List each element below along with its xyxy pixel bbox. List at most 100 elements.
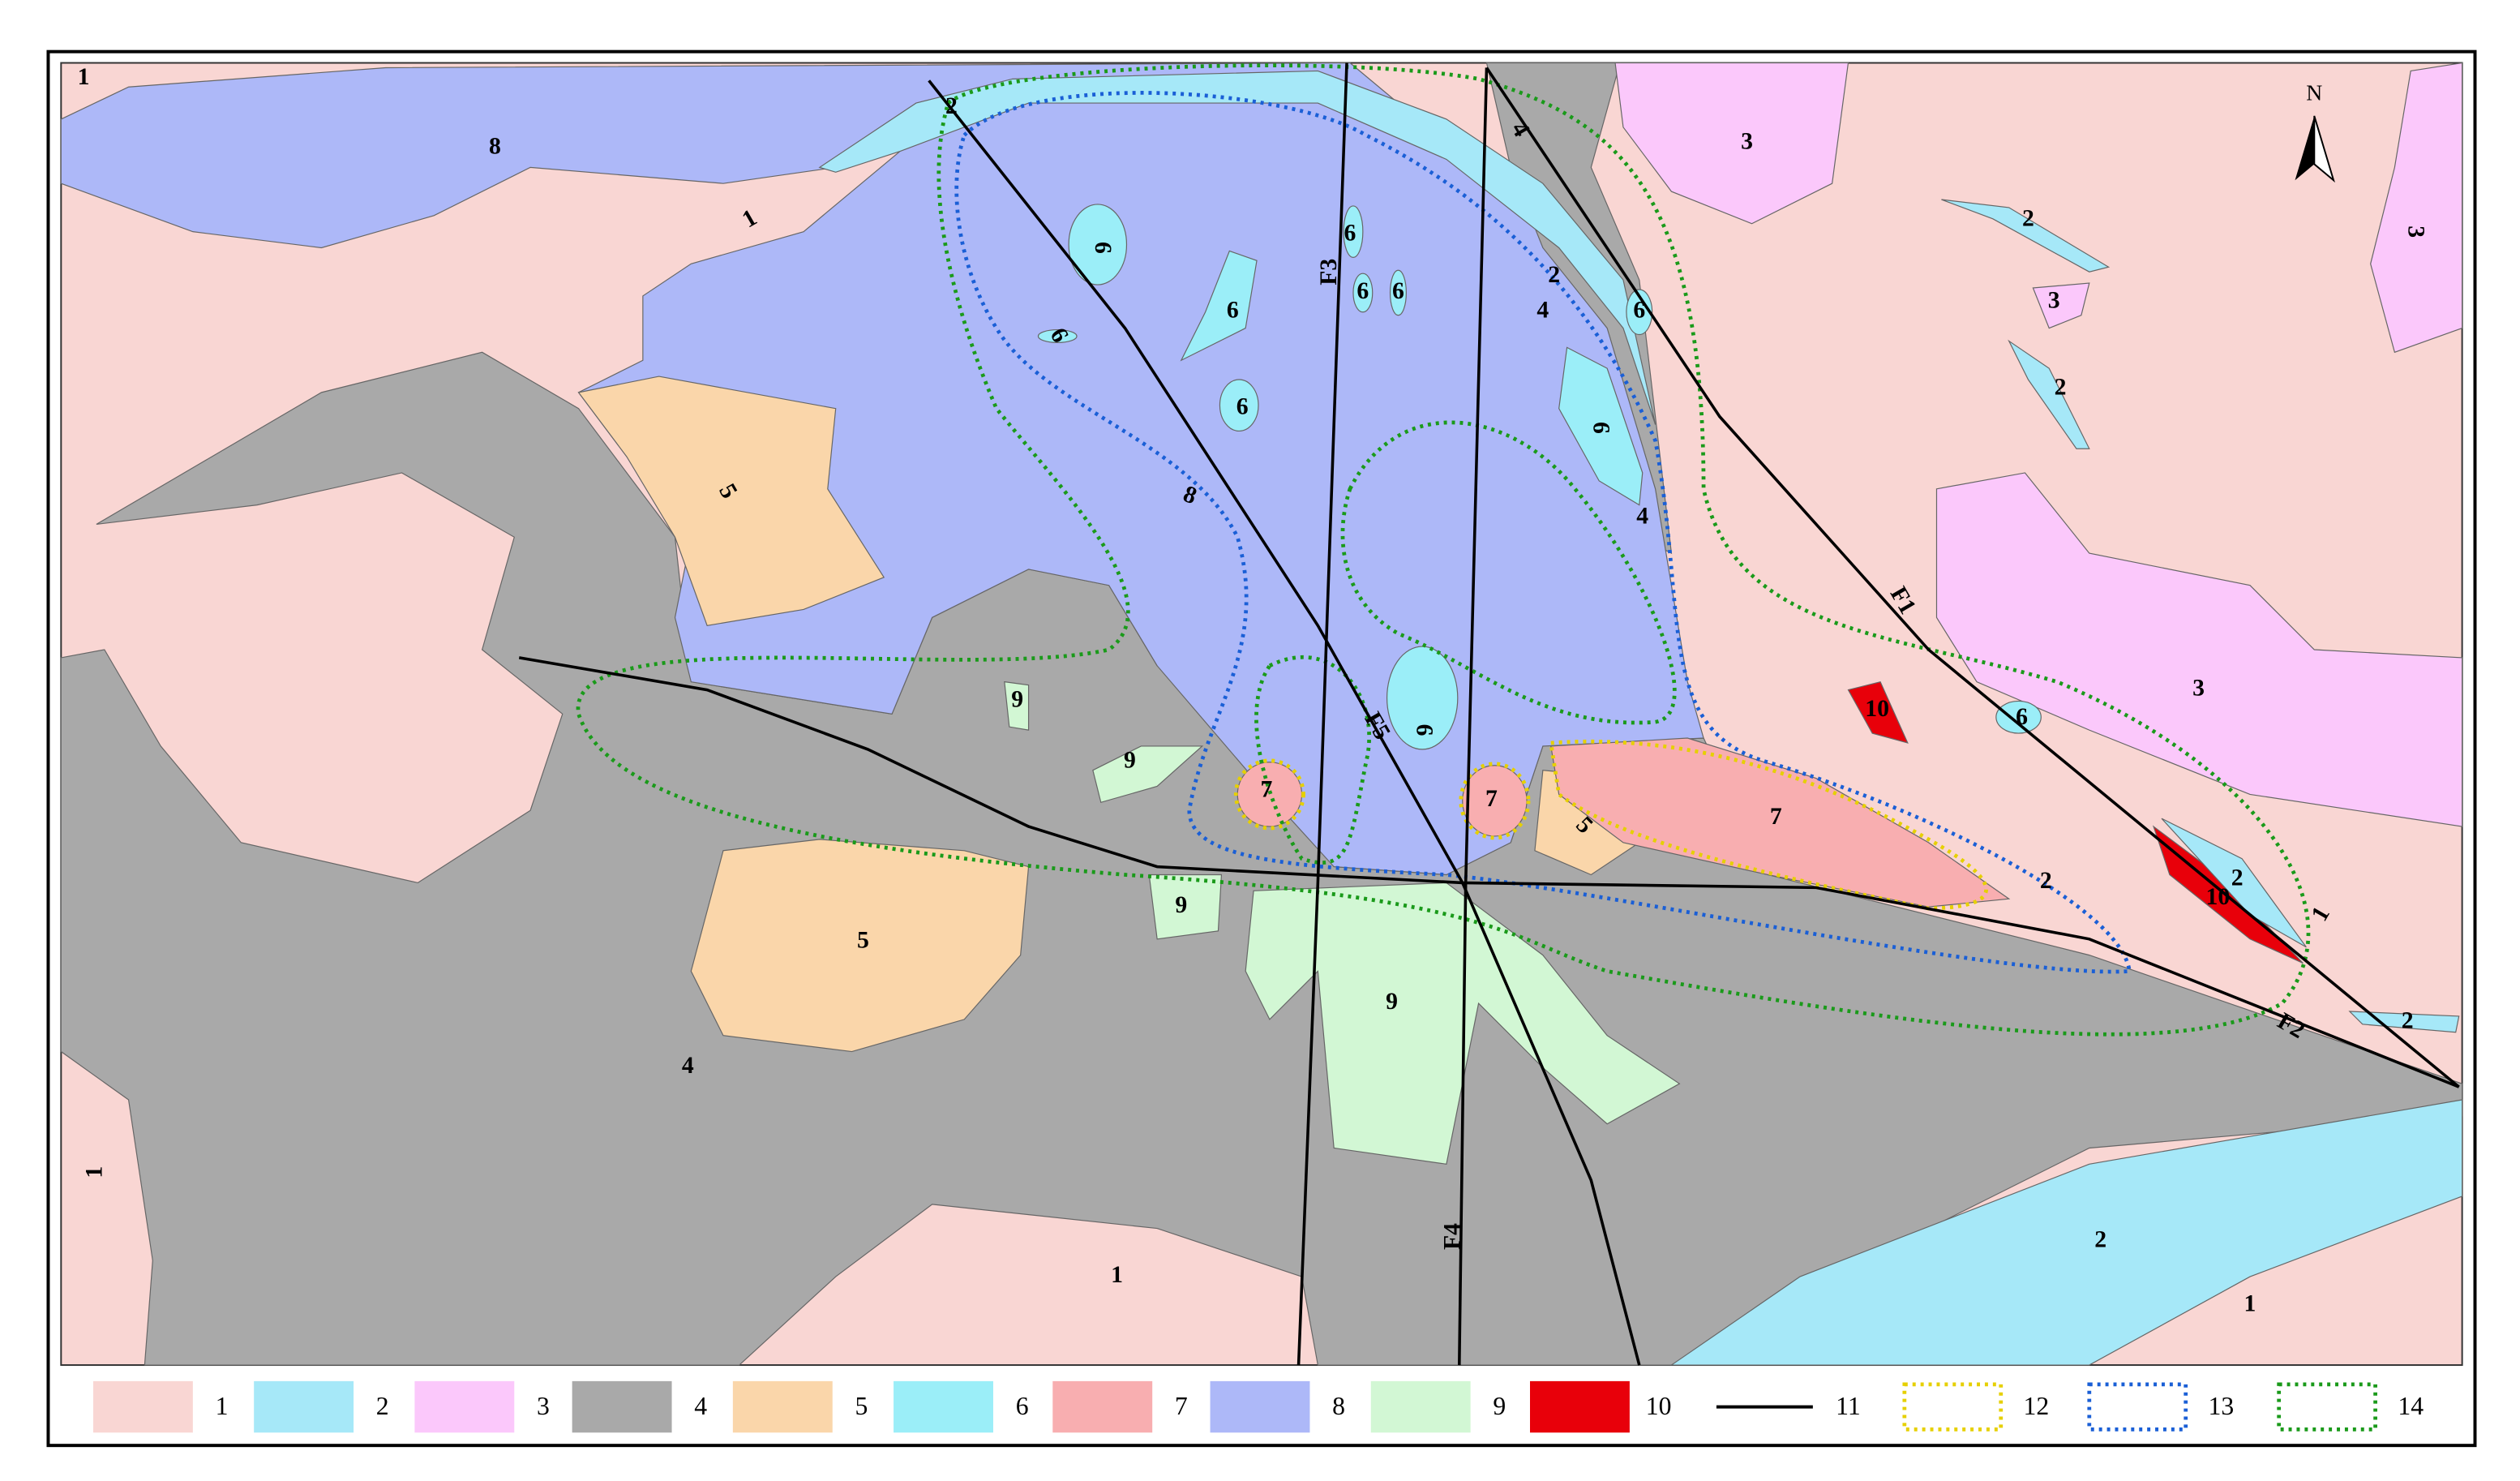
legend-swatch xyxy=(894,1380,993,1433)
unit-label: 2 xyxy=(2231,865,2244,891)
unit-label: 4 xyxy=(682,1053,694,1079)
legend-label: 5 xyxy=(855,1392,868,1420)
unit-label: 6 xyxy=(2016,704,2028,730)
unit-label: 3 xyxy=(2192,675,2205,701)
unit-label: 8 xyxy=(489,133,501,159)
unit-9 xyxy=(1092,745,1204,804)
unit-label: 1 xyxy=(2244,1291,2256,1317)
unit-6 xyxy=(1352,273,1374,313)
legend-label: 9 xyxy=(1493,1392,1506,1420)
legend-label: 14 xyxy=(2398,1392,2424,1420)
unit-6 xyxy=(1219,379,1259,432)
fault-line xyxy=(1485,67,2460,1088)
faults xyxy=(518,62,2460,1366)
unit-3 xyxy=(1614,62,1849,225)
unit-6 xyxy=(1626,289,1653,336)
unit-3 xyxy=(1935,472,2463,827)
fault-line xyxy=(1458,67,1489,1366)
legend-swatch xyxy=(572,1380,672,1433)
fault-label: F3 xyxy=(1316,259,1342,285)
legend-label: 13 xyxy=(2208,1392,2234,1420)
unit-6 xyxy=(1558,346,1644,506)
unit-label: 2 xyxy=(1548,262,1560,288)
unit-label: 4 xyxy=(1536,298,1549,324)
unit-label: 9 xyxy=(1011,686,1023,712)
unit-5 xyxy=(577,376,885,626)
dotted-boundary-12 xyxy=(1233,758,1305,831)
unit-2 xyxy=(1941,199,2111,273)
legend-swatch xyxy=(2277,1382,2377,1432)
unit-2 xyxy=(2161,818,2307,948)
unit-6-group xyxy=(1037,204,2042,750)
unit-label: 9 xyxy=(1175,892,1187,918)
legend-label: 7 xyxy=(1175,1392,1188,1420)
unit-label: 10 xyxy=(2205,884,2230,910)
unit-label: 6 xyxy=(1633,298,1645,324)
unit-6 xyxy=(1180,250,1258,362)
unit-6 xyxy=(1068,204,1128,285)
legend-swatch xyxy=(1052,1380,1153,1433)
unit-label: 6 xyxy=(1090,242,1116,254)
legend-swatch xyxy=(254,1380,354,1433)
unit-label: 2 xyxy=(2055,375,2067,401)
legend-swatch xyxy=(92,1380,193,1433)
legend-swatch xyxy=(1210,1380,1310,1433)
legend-swatch xyxy=(1530,1380,1630,1433)
unit-label: 7 xyxy=(1485,786,1498,812)
unit-label: 5 xyxy=(857,928,869,954)
unit-7 xyxy=(1550,737,2011,908)
legend-swatch xyxy=(732,1380,833,1433)
unit-5 xyxy=(690,839,1030,1053)
fault-line xyxy=(928,79,1641,1366)
unit-label: 9 xyxy=(1124,748,1136,774)
unit-label: 1 xyxy=(78,64,90,90)
dotted-boundary-12 xyxy=(1459,762,1531,840)
unit-label: 3 xyxy=(2048,288,2060,314)
unit-2 xyxy=(2008,339,2090,449)
unit-6 xyxy=(1343,205,1364,258)
legend-label: 11 xyxy=(1836,1392,1861,1420)
unit-label: 2 xyxy=(2040,868,2052,894)
legend-label: 8 xyxy=(1332,1392,1345,1420)
unit-label: 6 xyxy=(1588,422,1614,434)
legend-swatch xyxy=(2087,1382,2188,1432)
unit-label: 1 xyxy=(82,1166,108,1178)
unit-label: 2 xyxy=(2402,1008,2414,1034)
unit-6 xyxy=(1386,646,1459,750)
unit-label: 6 xyxy=(1392,278,1404,304)
unit-label: 3 xyxy=(1741,128,1753,154)
unit-label: 1 xyxy=(1111,1262,1123,1288)
legend-label: 1 xyxy=(216,1392,229,1420)
unit-6 xyxy=(1995,700,2042,734)
legend-swatch xyxy=(414,1380,515,1433)
legend: 1 2 3 4 5 6 7 8 9 10 11 12 13 14 xyxy=(92,1380,2424,1433)
legend-label: 3 xyxy=(537,1392,550,1420)
fault-label: F4 xyxy=(1440,1223,1466,1250)
unit-label: 3 xyxy=(2402,225,2428,238)
unit-2 xyxy=(1669,1099,2463,1366)
unit-9 xyxy=(1004,680,1030,731)
unit-label: 10 xyxy=(1865,696,1889,722)
unit-label: 2 xyxy=(945,93,958,119)
unit-label: 6 xyxy=(1356,278,1369,304)
unit-label: 7 xyxy=(1260,776,1272,802)
unit-label: 6 xyxy=(1236,394,1249,420)
north-arrow-right xyxy=(2313,115,2335,183)
dotted-boundary-14 xyxy=(1340,420,1677,725)
legend-swatch xyxy=(1902,1382,2004,1432)
unit-2 xyxy=(2348,1011,2460,1033)
unit-label: 7 xyxy=(1770,804,1782,830)
legend-label: 12 xyxy=(2024,1392,2050,1420)
unit-label: 6 xyxy=(1411,724,1437,736)
legend-label: 2 xyxy=(376,1392,389,1420)
unit-10 xyxy=(1847,680,1909,744)
unit-8 xyxy=(60,62,1704,876)
unit-label: 2 xyxy=(2094,1226,2106,1252)
unit-6 xyxy=(1037,328,1078,344)
legend-label: 6 xyxy=(1016,1392,1029,1420)
unit-label: 6 xyxy=(1344,220,1356,246)
unit-label: 6 xyxy=(1227,298,1239,324)
legend-swatch xyxy=(1370,1380,1471,1433)
fault-line xyxy=(518,656,2460,1088)
